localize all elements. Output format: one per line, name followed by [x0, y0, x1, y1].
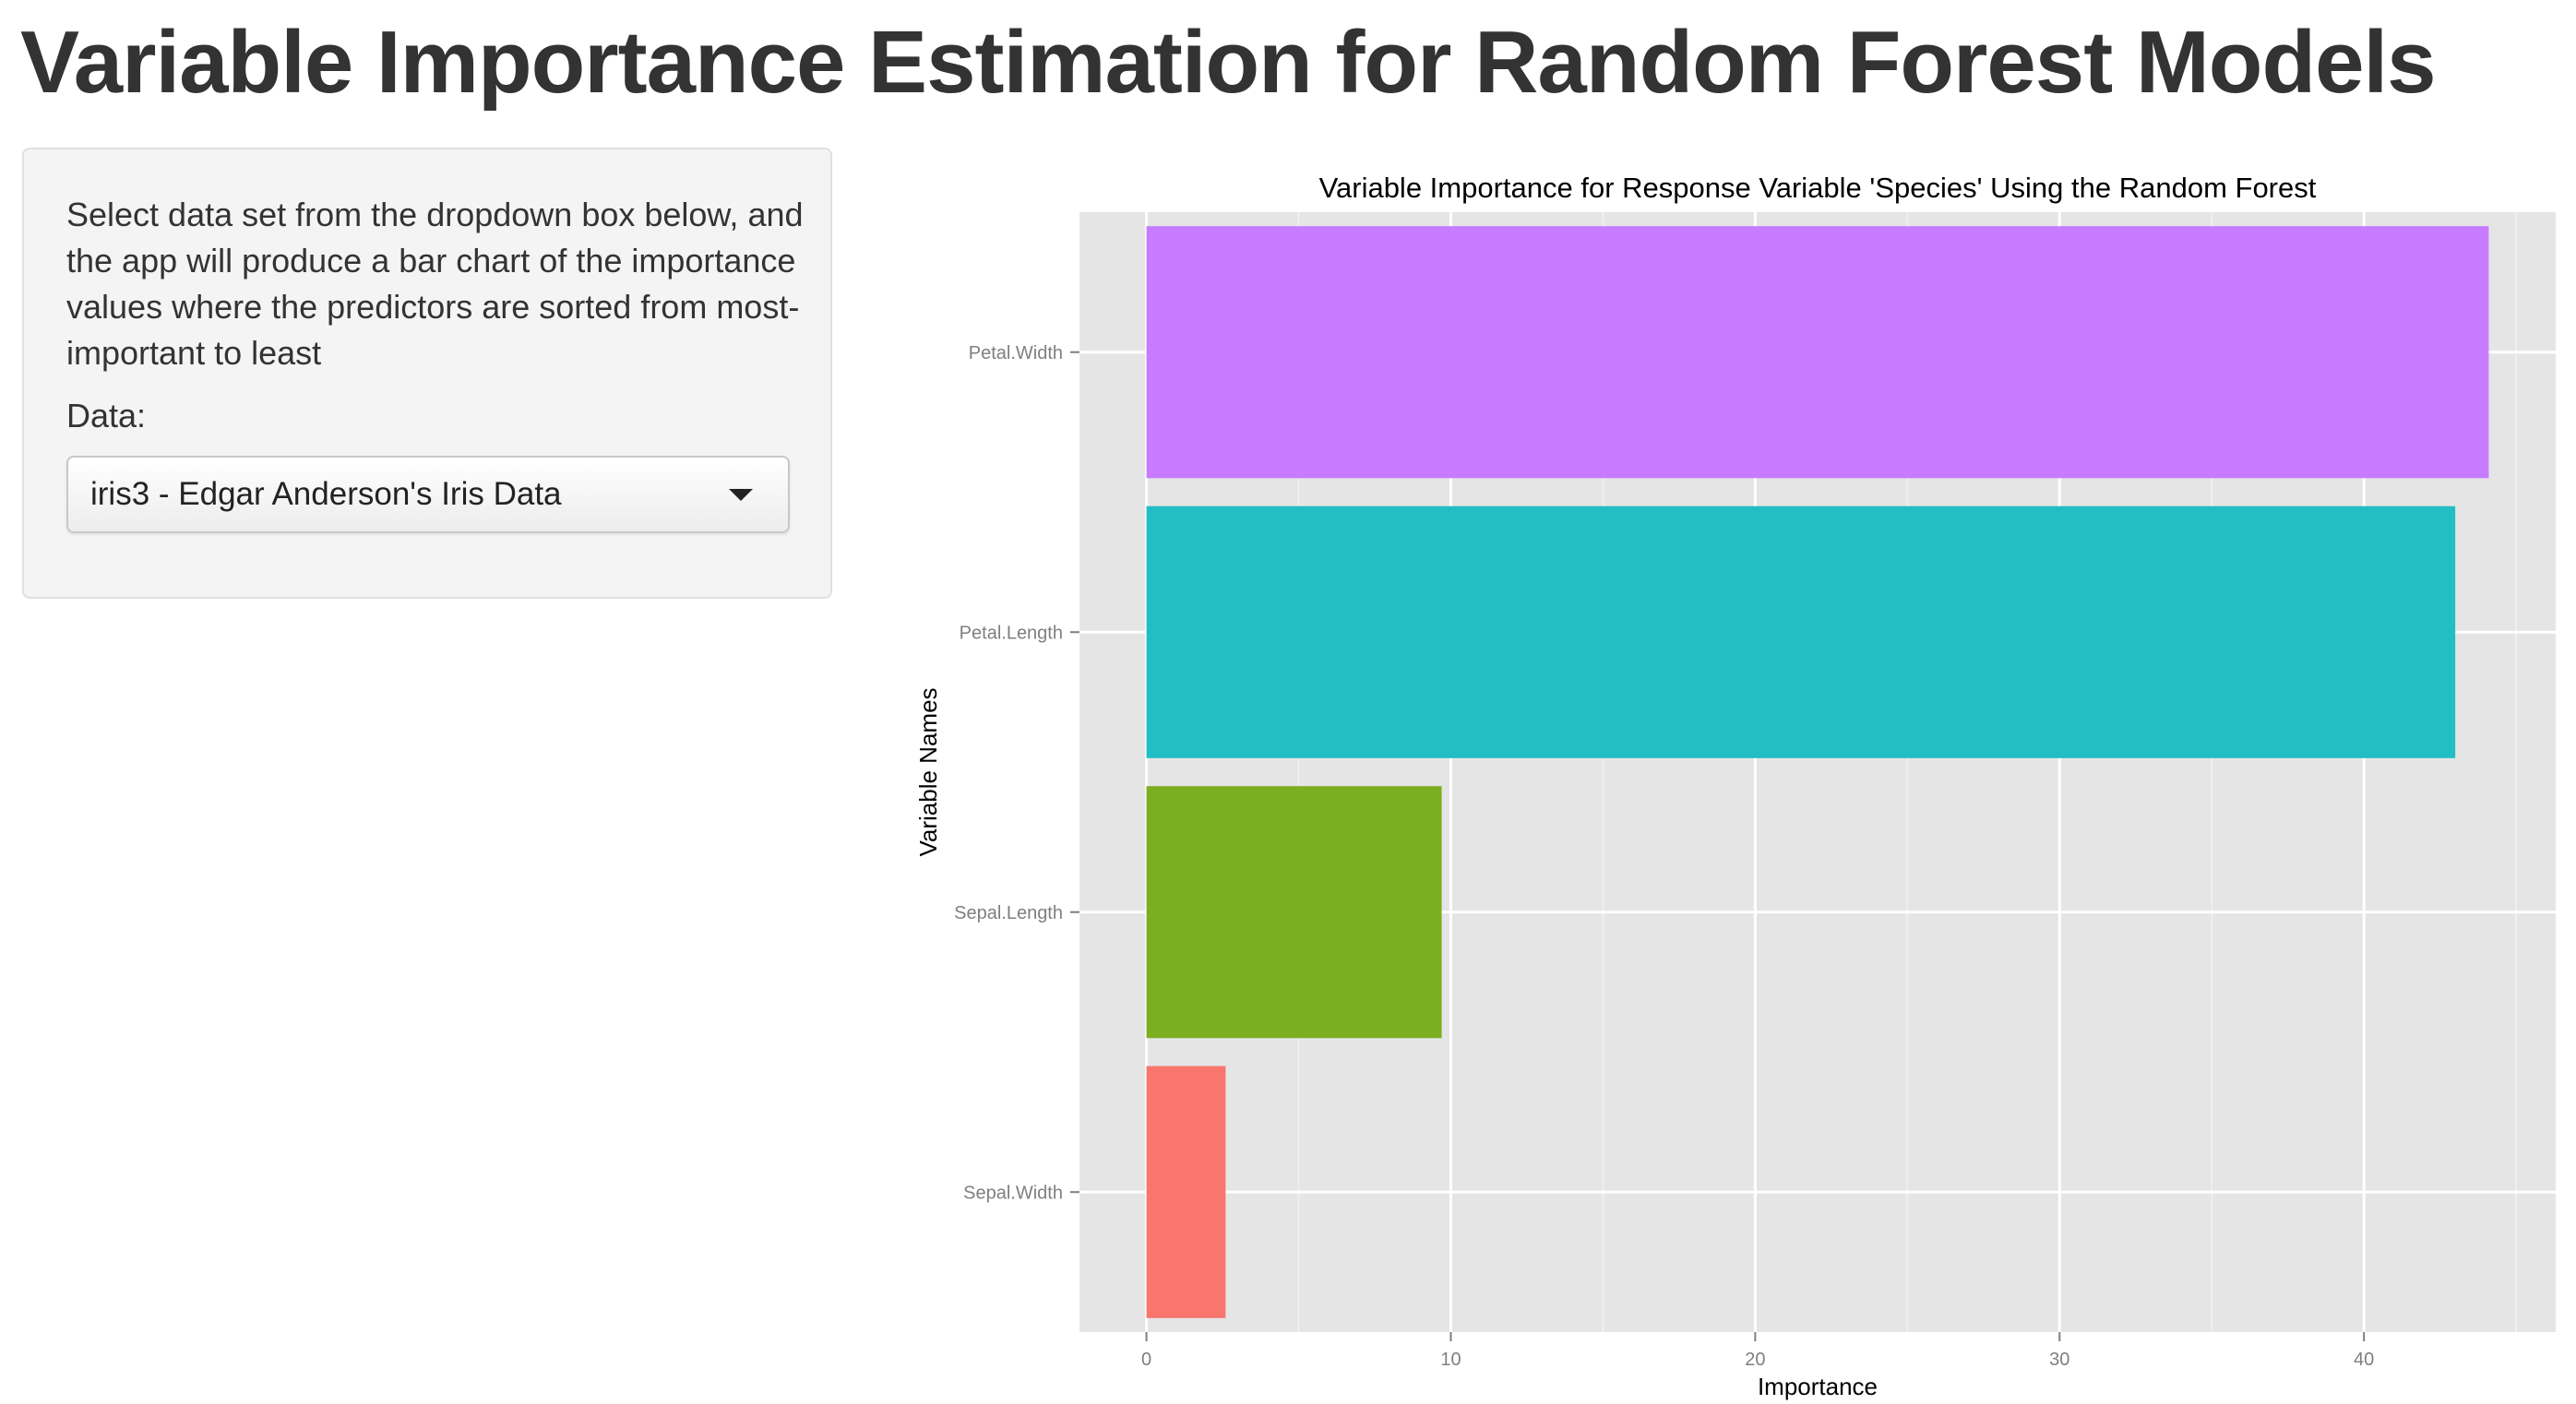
y-tick-label: Petal.Length	[960, 623, 1063, 643]
x-tick-label: 0	[1141, 1350, 1151, 1370]
x-tick-label: 10	[1440, 1350, 1461, 1370]
bar-petal-width	[1146, 226, 2489, 479]
sidebar-panel: Select data set from the dropdown box be…	[22, 148, 832, 599]
x-axis-label: Importance	[1758, 1373, 1878, 1400]
bar-sepal-length	[1146, 786, 1442, 1039]
y-tick-label: Petal.Width	[969, 343, 1063, 363]
variable-importance-chart: Petal.Width Petal.Length Sepal.Length Sepal…	[914, 172, 2556, 1400]
bars	[1146, 226, 2489, 1318]
data-label: Data:	[66, 397, 147, 434]
x-tick-label: 30	[2049, 1350, 2069, 1370]
chart-title: Variable Importance for Response Variabl…	[1319, 172, 2317, 204]
page-title: Variable Importance Estimation for Rando…	[20, 13, 2437, 112]
y-tick-label: Sepal.Length	[954, 903, 1063, 923]
dataset-select[interactable]: iris3 - Edgar Anderson's Iris Data	[66, 456, 790, 533]
axes: Petal.Width Petal.Length Sepal.Length Sepal…	[954, 343, 2374, 1370]
bar-sepal-width	[1146, 1065, 1226, 1318]
x-tick-label: 20	[1745, 1350, 1765, 1370]
dataset-select-value: iris3 - Edgar Anderson's Iris Data	[90, 476, 562, 512]
x-tick-label: 40	[2354, 1350, 2374, 1370]
y-axis-label: Variable Names	[914, 687, 942, 856]
caret-down-icon	[729, 489, 753, 501]
y-tick-label: Sepal.Width	[963, 1183, 1063, 1203]
bar-petal-length	[1146, 506, 2456, 758]
help-text: Select data set from the dropdown box be…	[66, 196, 804, 372]
